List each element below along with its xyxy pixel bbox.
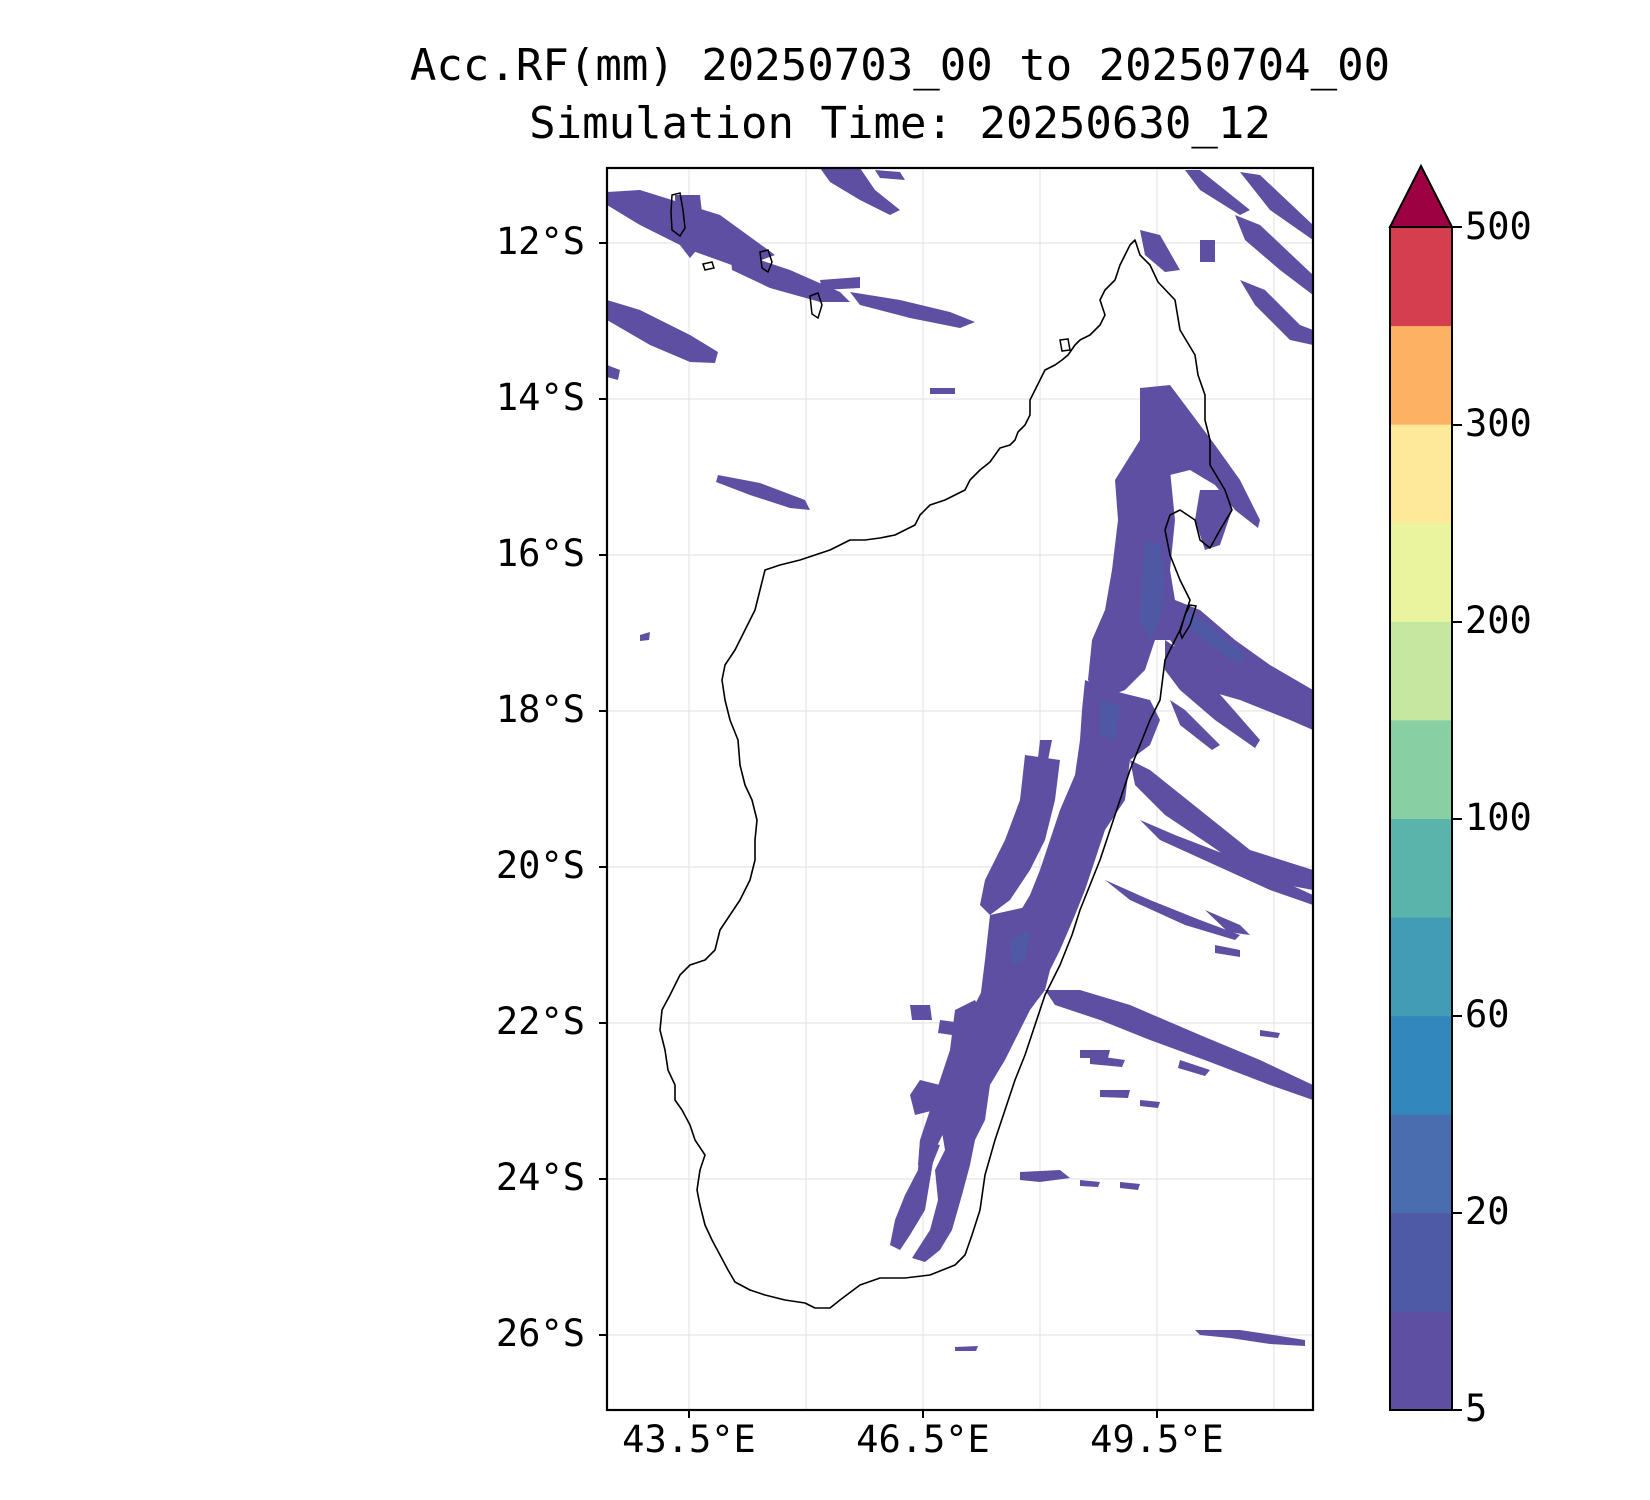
lat-tick-label: 26°S: [495, 1312, 585, 1355]
lat-tick-label: 20°S: [495, 844, 585, 887]
colorbar-segment: [1390, 621, 1452, 721]
colorbar-tick-label: 20: [1465, 1190, 1510, 1233]
colorbar-tick-label: 500: [1465, 205, 1532, 248]
lat-tick-label: 18°S: [495, 688, 585, 731]
lat-tick-label: 16°S: [495, 532, 585, 575]
rainfall-core: [1010, 540, 1245, 965]
chart-subtitle: Simulation Time: 20250630_12: [529, 98, 1271, 149]
lat-tick-label: 14°S: [495, 376, 585, 419]
colorbar-segment: [1390, 227, 1452, 327]
colorbar-segment: [1390, 1311, 1452, 1411]
comoros-islands: [670, 192, 1197, 640]
lat-tick-label: 24°S: [495, 1156, 585, 1199]
colorbar-segment: [1390, 325, 1452, 425]
axis-ticks: [599, 242, 1158, 1418]
colorbar-segment: [1390, 424, 1452, 524]
colorbar-tick-label: 5: [1465, 1387, 1488, 1430]
colorbar-segment: [1390, 1114, 1452, 1214]
map-axes-frame: [605, 166, 1315, 1412]
lon-tick-label: 46.5°E: [856, 1418, 990, 1461]
lat-tick-label: 12°S: [495, 220, 585, 263]
colorbar-tick-label: 200: [1465, 599, 1532, 642]
colorbar-tick-label: 60: [1465, 993, 1510, 1036]
rainfall-field: [607, 168, 1313, 1351]
colorbar-extend-arrow: [1388, 163, 1454, 228]
colorbar-tick-label: 100: [1465, 796, 1532, 839]
colorbar-segment: [1390, 1212, 1452, 1312]
colorbar-segment: [1390, 719, 1452, 819]
lon-tick-label: 43.5°E: [622, 1418, 756, 1461]
colorbar-segment: [1390, 818, 1452, 918]
colorbar-segment: [1390, 917, 1452, 1017]
lon-tick-label: 49.5°E: [1090, 1418, 1224, 1461]
chart-title: Acc.RF(mm) 20250703_00 to 20250704_00: [409, 40, 1391, 91]
colorbar-tick-label: 300: [1465, 402, 1532, 445]
lat-tick-label: 22°S: [495, 1000, 585, 1043]
colorbar: [1388, 163, 1462, 1411]
colorbar-segment: [1390, 522, 1452, 622]
colorbar-segment: [1390, 1015, 1452, 1115]
